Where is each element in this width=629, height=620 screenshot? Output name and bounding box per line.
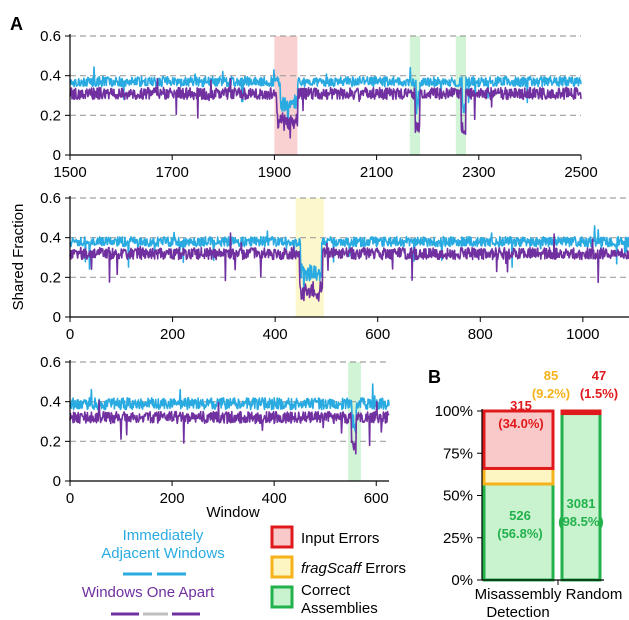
- legend-label: Input Errors: [301, 530, 379, 547]
- line-chart-panel-a3: 0 0.2 0.4 0.6 0 200 400 600 Window: [40, 354, 390, 521]
- bar-segment: [482, 466, 555, 486]
- data-label: 526: [509, 508, 531, 523]
- x-axis-label: Window: [206, 504, 260, 521]
- x-tick-label: 200: [160, 490, 185, 507]
- series-line: [69, 66, 582, 129]
- x-tick-label: 200: [160, 326, 185, 343]
- y-tick-label: 0.4: [40, 394, 61, 411]
- x-tick-label: 1000: [566, 326, 599, 343]
- legend-label: fragScaff Errors: [301, 560, 406, 577]
- x-tick-label: 2100: [360, 164, 393, 181]
- stacked-bar-chart-panel-b: 0% 25% 50% 75% 100% 526 (56.8%) 85 (9.2%)315 (34.…: [435, 368, 623, 620]
- legend-adjacent-label-line2: Adjacent Windows: [101, 545, 224, 562]
- highlight-band: [274, 36, 298, 155]
- data-label: 47: [592, 368, 606, 383]
- x-tick-label: 1700: [156, 164, 189, 181]
- legend-one-apart-label: Windows One Apart: [82, 584, 215, 601]
- y-tick-label: 0.6: [40, 190, 61, 207]
- legend-label: Assemblies: [301, 600, 378, 617]
- y-tick-label: 0: [53, 309, 61, 326]
- legend-swatch: [270, 525, 294, 549]
- y-tick-label: 100%: [435, 403, 473, 420]
- x-tick-label: 400: [262, 490, 287, 507]
- x-tick-label: 400: [263, 326, 288, 343]
- x-tick-label: 600: [364, 490, 389, 507]
- data-label: 315: [510, 398, 532, 413]
- legend-swatch: [270, 585, 294, 609]
- series-line: [69, 77, 582, 139]
- category-label: Random: [566, 586, 623, 603]
- data-label: (98.5%): [558, 514, 604, 529]
- y-tick-label: 0.4: [40, 68, 61, 85]
- bar-segment: [560, 412, 602, 582]
- series-line: [69, 399, 390, 455]
- data-label: (56.8%): [497, 526, 543, 541]
- category-label: Misassembly: [475, 586, 562, 603]
- legend-label: Correct: [301, 582, 351, 599]
- legend-adjacent-label-line1: Immediately: [123, 527, 204, 544]
- bar-segment: [482, 409, 555, 470]
- y-tick-label: 0: [53, 473, 61, 490]
- data-label: 85: [544, 368, 558, 383]
- x-tick-label: 1500: [53, 164, 86, 181]
- legend-swatch: [270, 555, 294, 579]
- data-label: 3081: [567, 496, 596, 511]
- series-line: [69, 225, 629, 297]
- y-tick-label: 0.6: [40, 28, 61, 45]
- x-tick-label: 0: [66, 326, 74, 343]
- y-tick-label: 0.6: [40, 354, 61, 371]
- x-tick-label: 0: [66, 490, 74, 507]
- y-tick-label: 75%: [443, 445, 473, 462]
- y-tick-label: 0.2: [40, 269, 61, 286]
- data-label: (1.5%): [580, 386, 618, 401]
- category-label: Detection: [486, 604, 549, 620]
- category-legend: Input Errors fragScaff Errors CorrectAssem…: [270, 525, 406, 617]
- y-tick-label: 0: [53, 147, 61, 164]
- line-chart-panel-a1: 0 0.2 0.4 0.6 1500 1700 1900 2100 2300 2500: [40, 28, 598, 181]
- bar-segment: [560, 409, 602, 416]
- x-tick-label: 800: [468, 326, 493, 343]
- y-axis-label: Shared Fraction: [10, 204, 27, 311]
- data-label: (9.2%): [532, 386, 570, 401]
- y-tick-label: 25%: [443, 530, 473, 547]
- series-line: [69, 383, 390, 434]
- data-label: (34.0%): [498, 416, 544, 431]
- y-tick-label: 0.4: [40, 230, 61, 247]
- highlight-band: [348, 362, 361, 481]
- x-tick-label: 1900: [258, 164, 291, 181]
- x-tick-label: 600: [365, 326, 390, 343]
- panel-a-label: A: [10, 14, 23, 34]
- panel-b-label: B: [428, 367, 441, 387]
- x-tick-label: 2300: [462, 164, 495, 181]
- x-tick-label: 2500: [564, 164, 597, 181]
- series-legend: Immediately Adjacent Windows Windows One…: [82, 527, 225, 616]
- y-tick-label: 50%: [443, 488, 473, 505]
- line-chart-panel-a2: 0 0.2 0.4 0.6 0 200 400 600 800 1000 Shared Fracti…: [10, 190, 629, 343]
- y-tick-label: 0.2: [40, 107, 61, 124]
- y-tick-label: 0.2: [40, 433, 61, 450]
- series-line: [69, 232, 629, 302]
- y-tick-label: 0%: [451, 572, 473, 589]
